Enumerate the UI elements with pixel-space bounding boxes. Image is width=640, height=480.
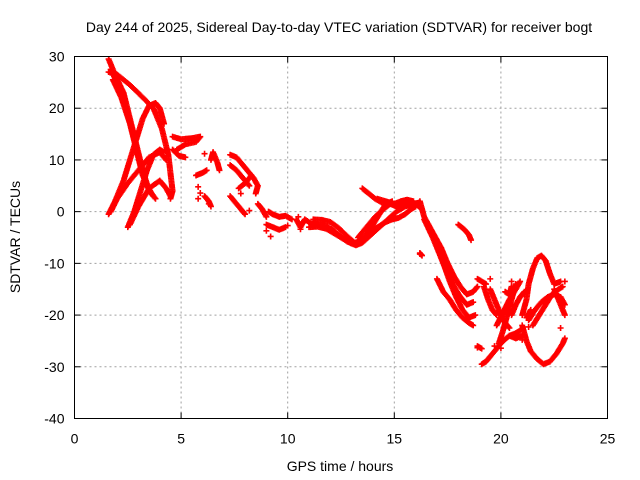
data-point bbox=[487, 275, 494, 282]
data-point bbox=[478, 345, 485, 352]
data-point bbox=[508, 283, 515, 290]
data-point bbox=[491, 343, 498, 350]
x-tick-label: 10 bbox=[280, 431, 296, 447]
x-tick-label: 20 bbox=[493, 431, 509, 447]
data-point bbox=[203, 167, 210, 174]
data-point bbox=[470, 299, 477, 306]
data-point bbox=[182, 154, 189, 161]
data-point bbox=[205, 200, 212, 207]
y-tick-label: 10 bbox=[49, 152, 65, 168]
data-point bbox=[246, 182, 253, 189]
x-axis-label: GPS time / hours bbox=[287, 458, 394, 474]
axis-ticks: 0 5 10 15 20 25 30 20 10 0 -10 -20 -30 -40 bbox=[44, 49, 615, 447]
data-point bbox=[312, 219, 319, 226]
plot-frame bbox=[74, 56, 608, 419]
data-point bbox=[195, 183, 202, 190]
data-point bbox=[561, 335, 568, 342]
data-point bbox=[561, 312, 568, 319]
data-point bbox=[470, 322, 477, 329]
data-point bbox=[521, 291, 528, 298]
x-tick-label: 0 bbox=[71, 431, 79, 447]
data-point bbox=[267, 233, 274, 240]
data-point bbox=[237, 190, 244, 197]
y-tick-label: -20 bbox=[44, 307, 64, 323]
data-point bbox=[161, 120, 168, 127]
data-point bbox=[474, 283, 481, 290]
y-tick-label: -40 bbox=[44, 411, 64, 427]
data-point bbox=[201, 150, 208, 157]
data-point bbox=[248, 172, 255, 179]
data-point bbox=[559, 283, 566, 290]
data-point bbox=[472, 312, 479, 319]
data-point bbox=[167, 193, 174, 200]
data-point bbox=[148, 190, 155, 197]
data-point bbox=[297, 226, 304, 233]
y-tick-label: 20 bbox=[49, 100, 65, 116]
data-point bbox=[557, 325, 564, 331]
data-point bbox=[162, 155, 169, 162]
data-point bbox=[561, 278, 568, 285]
data-point bbox=[473, 284, 480, 291]
data-point bbox=[216, 167, 223, 174]
data-point bbox=[514, 333, 521, 340]
data-point bbox=[468, 237, 475, 244]
data-point bbox=[497, 345, 504, 352]
data-point bbox=[508, 278, 515, 285]
x-tick-label: 5 bbox=[177, 431, 185, 447]
data-point bbox=[525, 323, 532, 330]
y-tick-label: -10 bbox=[44, 255, 64, 271]
data-point bbox=[242, 211, 249, 218]
data-point bbox=[527, 306, 534, 313]
data-point bbox=[506, 325, 513, 331]
data-point bbox=[474, 344, 481, 351]
y-tick-label: 0 bbox=[57, 204, 65, 220]
data-point bbox=[510, 287, 517, 294]
x-tick-label: 25 bbox=[600, 431, 616, 447]
data-point bbox=[252, 190, 259, 197]
data-point bbox=[295, 213, 302, 220]
data-point bbox=[284, 222, 291, 229]
chart-title: Day 244 of 2025, Sidereal Day-to-day VTE… bbox=[86, 19, 592, 35]
y-tick-label: 30 bbox=[49, 49, 65, 65]
data-point bbox=[197, 190, 204, 197]
data-point bbox=[163, 156, 170, 163]
data-point bbox=[246, 207, 253, 214]
y-tick-label: -30 bbox=[44, 359, 64, 375]
x-tick-label: 15 bbox=[387, 431, 403, 447]
gridlines bbox=[74, 56, 608, 419]
data-point bbox=[517, 278, 524, 285]
y-axis-label: SDTVAR / TECUs bbox=[7, 181, 23, 293]
data-point bbox=[195, 195, 202, 202]
data-point bbox=[263, 227, 270, 234]
data-point bbox=[416, 251, 423, 258]
data-points bbox=[105, 56, 568, 368]
data-point bbox=[410, 198, 417, 205]
data-point bbox=[263, 213, 270, 220]
data-point bbox=[505, 323, 512, 330]
data-point bbox=[247, 173, 254, 180]
data-point bbox=[519, 336, 526, 343]
